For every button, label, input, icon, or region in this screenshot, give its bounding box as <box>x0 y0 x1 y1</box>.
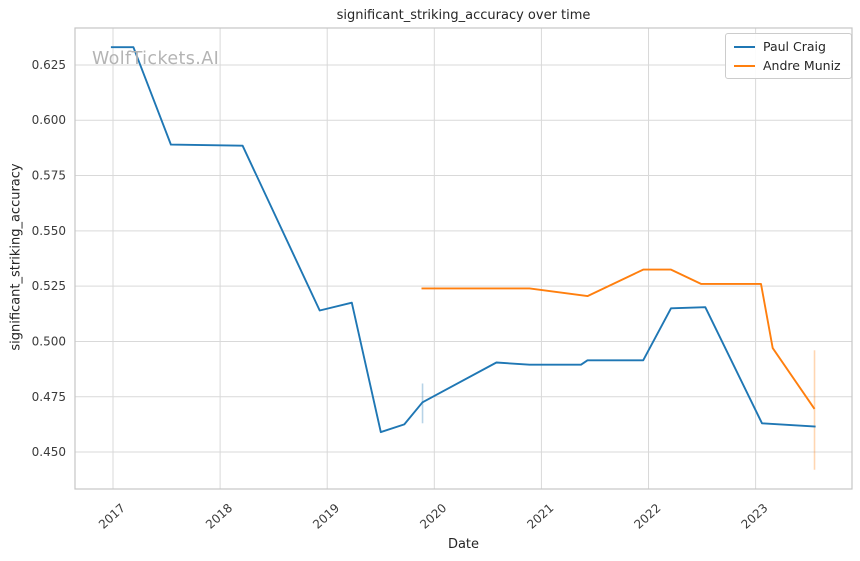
x-tick-label: 2018 <box>203 501 235 532</box>
legend-label: Paul Craig <box>763 39 826 54</box>
x-tick-labels: 2017 2018 2019 2020 2021 2022 2023 <box>96 501 771 532</box>
y-axis-label: significant_striking_accuracy <box>8 163 24 351</box>
y-tick-label: 0.525 <box>32 279 66 293</box>
y-tick-label: 0.450 <box>32 445 66 459</box>
x-tick-label: 2020 <box>417 501 449 532</box>
legend-label: Andre Muniz <box>763 58 841 73</box>
legend-item-andre-muniz: Andre Muniz <box>734 58 843 73</box>
x-tick-label: 2021 <box>524 501 556 532</box>
series-line-paul-craig <box>110 46 816 434</box>
y-tick-label: 0.500 <box>32 334 66 348</box>
y-tick-label: 0.475 <box>32 390 66 404</box>
watermark: WolfTickets.AI <box>92 49 220 69</box>
legend: Paul Craig Andre Muniz <box>725 33 852 79</box>
x-axis-label: Date <box>447 537 480 552</box>
plot-border <box>74 27 853 490</box>
legend-item-paul-craig: Paul Craig <box>734 39 843 54</box>
x-tick-label: 2017 <box>96 501 128 532</box>
legend-line-swatch-orange <box>734 64 755 67</box>
x-tick-label: 2019 <box>310 501 342 532</box>
legend-line-swatch-blue <box>734 45 755 48</box>
y-tick-label: 0.625 <box>32 58 66 72</box>
y-tick-label: 0.550 <box>32 224 66 238</box>
y-tick-label: 0.575 <box>32 169 66 183</box>
series-line-andre-muniz <box>421 268 816 410</box>
gridlines <box>75 28 852 489</box>
chart-title: significant_striking_accuracy over time <box>336 8 591 23</box>
x-tick-label: 2022 <box>631 501 663 532</box>
y-tick-label: 0.600 <box>32 113 66 127</box>
x-tick-label: 2023 <box>739 501 771 532</box>
y-tick-labels: 0.450 0.475 0.500 0.525 0.550 0.575 0.600 0.625 <box>32 58 66 459</box>
